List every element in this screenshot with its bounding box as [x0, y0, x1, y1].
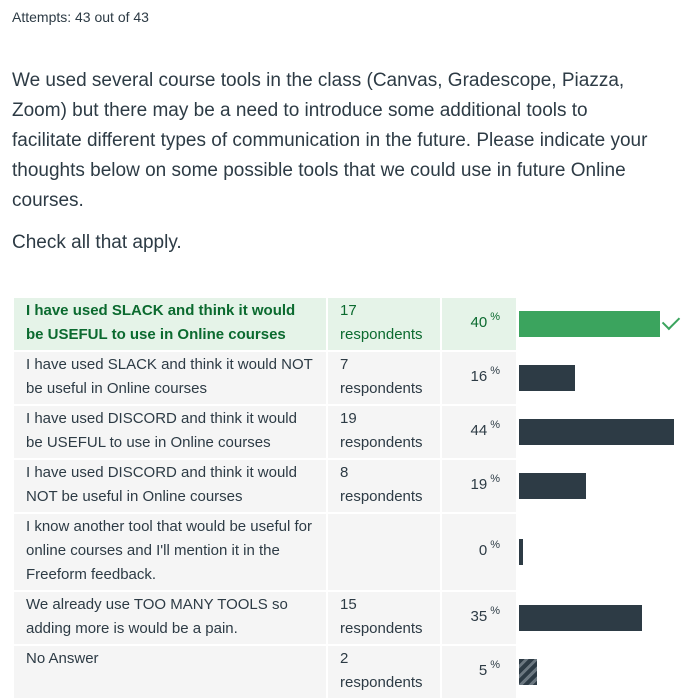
answer-row: I have used SLACK and think it would NOT…: [14, 352, 694, 404]
percent-cell: 40%: [442, 298, 516, 350]
respondents-cell: 8 respondents: [328, 460, 440, 512]
respondents-cell: 19 respondents: [328, 406, 440, 458]
percent: 40: [470, 314, 488, 331]
percent-unit: %: [490, 659, 500, 671]
respondents: 8 respondents: [340, 464, 423, 505]
answer-label: I have used SLACK and think it would NOT…: [14, 352, 326, 404]
respondents-cell: [328, 514, 440, 590]
bar-area: [519, 352, 694, 404]
percent-unit: %: [490, 365, 500, 377]
percent: 44: [470, 422, 488, 439]
attempts: Attempts: 43 out of 43: [12, 9, 149, 25]
answer-row: No Answer 2 respondents 5%: [14, 646, 694, 698]
respondents: 19 respondents: [340, 410, 423, 451]
page: Attempts: 43 out of 43 We used several c…: [12, 9, 681, 691]
respondents-cell: 17 respondents: [328, 298, 440, 350]
answer-row: I have used SLACK and think it would be …: [14, 298, 694, 350]
question: We used several course tools in the clas…: [12, 66, 662, 270]
bar: [519, 605, 643, 631]
bar-area: [519, 406, 694, 458]
bar: [519, 659, 537, 685]
percent-cell: 35%: [442, 592, 516, 644]
respondents: 15 respondents: [340, 596, 423, 637]
percent-cell: 44%: [442, 406, 516, 458]
bar: [519, 311, 660, 337]
percent-unit: %: [490, 311, 500, 323]
percent-cell: 0%: [442, 514, 516, 590]
answer-label: I know another tool that would be useful…: [14, 514, 326, 590]
question-paragraph: Check all that apply.: [12, 232, 182, 253]
percent-cell: 16%: [442, 352, 516, 404]
answer-label: I have used DISCORD and think it would N…: [14, 460, 326, 512]
answer-label: I have used SLACK and think it would be …: [14, 298, 326, 350]
respondents: 2 respondents: [340, 650, 423, 691]
percent-cell: 19%: [442, 460, 516, 512]
answer-label: I have used DISCORD and think it would b…: [14, 406, 326, 458]
answer-row: I have used DISCORD and think it would N…: [14, 460, 694, 512]
bar-area: [519, 592, 694, 644]
bar: [519, 473, 586, 499]
percent-unit: %: [490, 419, 500, 431]
respondents: 7 respondents: [340, 356, 423, 397]
bar-area: [519, 646, 694, 698]
answer-label: We already use TOO MANY TOOLS so adding …: [14, 592, 326, 644]
percent: 0: [478, 542, 488, 559]
percent: 16: [470, 368, 488, 385]
bar: [519, 539, 523, 565]
bar-area: [519, 460, 694, 512]
bar: [519, 365, 576, 391]
percent-unit: %: [490, 539, 500, 551]
percent: 35: [470, 608, 488, 625]
respondents-cell: 7 respondents: [328, 352, 440, 404]
answer-label: No Answer: [14, 646, 326, 698]
correct-check: [661, 311, 681, 331]
respondents: 17 respondents: [340, 302, 423, 343]
percent-unit: %: [490, 473, 500, 485]
bar-area: [519, 298, 694, 350]
answer-row: I have used DISCORD and think it would b…: [14, 406, 694, 458]
question-paragraph: We used several course tools in the clas…: [12, 70, 648, 211]
percent-unit: %: [490, 605, 500, 617]
answer-row: I know another tool that would be useful…: [14, 514, 694, 590]
percent: 19: [470, 476, 488, 493]
percent-cell: 5%: [442, 646, 516, 698]
bar-area: [519, 514, 694, 590]
bar: [519, 419, 674, 445]
respondents-cell: 2 respondents: [328, 646, 440, 698]
answer-table: I have used SLACK and think it would be …: [14, 298, 694, 700]
percent: 5: [478, 662, 488, 679]
answer-row: We already use TOO MANY TOOLS so adding …: [14, 592, 694, 644]
respondents-cell: 15 respondents: [328, 592, 440, 644]
